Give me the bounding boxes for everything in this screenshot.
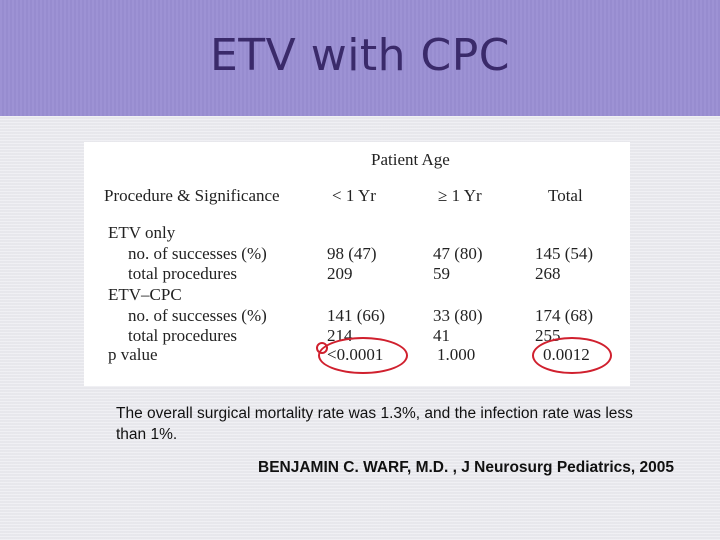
table-header-procedure: Procedure & Significance (104, 186, 280, 205)
table-cell: 209 (327, 264, 353, 283)
table-cell: 33 (80) (433, 306, 483, 325)
table-header-total: Total (548, 186, 583, 205)
table-row-label: ETV–CPC (108, 285, 182, 304)
table-row-label: no. of successes (%) (128, 244, 267, 263)
title-band (0, 0, 720, 116)
table-header-under-1yr: < 1 Yr (332, 186, 376, 205)
table-row-label: total procedures (128, 326, 238, 345)
table-cell: 47 (80) (433, 244, 483, 263)
table-cell: 59 (433, 264, 450, 283)
table-cell: 145 (54) (535, 244, 594, 263)
table-cell: 98 (47) (327, 244, 377, 263)
slide-title: ETV with CPC (209, 30, 511, 81)
highlight-circle-under-1yr-pvalue (318, 337, 408, 374)
table-row-label: total procedures (128, 264, 238, 283)
table-row-label: ETV only (108, 223, 176, 242)
table-row-label: no. of successes (%) (128, 306, 267, 325)
table-group-header: Patient Age (371, 150, 450, 169)
table-row-label: p value (108, 345, 158, 364)
table-header-over-1yr: ≥ 1 Yr (438, 186, 482, 205)
table-cell: 41 (433, 326, 450, 345)
table-cell: 141 (66) (327, 306, 386, 325)
note-text: The overall surgical mortality rate was … (116, 405, 633, 443)
highlight-circle-total-pvalue (532, 337, 612, 374)
table-cell: 174 (68) (535, 306, 594, 325)
table-cell: 1.000 (437, 345, 476, 364)
table-cell: 268 (535, 264, 561, 283)
citation-text: BENJAMIN C. WARF, M.D. , J Neurosurg Ped… (258, 459, 675, 476)
